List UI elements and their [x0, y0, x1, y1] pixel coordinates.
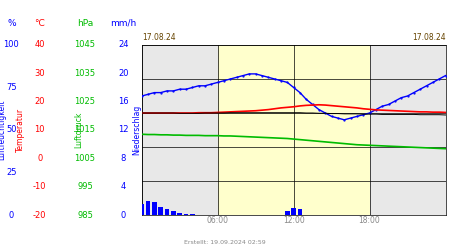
Text: Erstellt: 19.09.2024 02:59: Erstellt: 19.09.2024 02:59 [184, 240, 266, 245]
Text: -10: -10 [33, 182, 46, 191]
Text: 0: 0 [37, 154, 42, 163]
Text: 30: 30 [34, 69, 45, 78]
Bar [140, 204, 144, 215]
Text: 985: 985 [77, 210, 93, 220]
Text: 20: 20 [118, 69, 129, 78]
Bar [297, 209, 302, 215]
Text: 100: 100 [4, 40, 19, 50]
Bar [190, 214, 195, 215]
Bar [165, 209, 170, 215]
Text: 995: 995 [77, 182, 93, 191]
Bar [369, 45, 446, 215]
Text: Luftfeuchtigkeit: Luftfeuchtigkeit [0, 100, 7, 160]
Bar [184, 214, 189, 215]
Text: 12: 12 [118, 126, 129, 134]
Bar [158, 206, 163, 215]
Bar [152, 202, 157, 215]
Text: 50: 50 [6, 126, 17, 134]
Text: 0: 0 [121, 210, 126, 220]
Bar [171, 212, 176, 215]
Text: 1025: 1025 [75, 97, 95, 106]
Text: 1005: 1005 [75, 154, 95, 163]
Text: Luftdruck: Luftdruck [74, 112, 83, 148]
Bar [291, 208, 296, 215]
Bar [142, 45, 218, 215]
Text: Niederschlag: Niederschlag [133, 105, 142, 155]
Text: 17.08.24: 17.08.24 [412, 32, 446, 42]
Text: 24: 24 [118, 40, 129, 50]
Text: 25: 25 [6, 168, 17, 177]
Text: 17.08.24: 17.08.24 [142, 32, 176, 42]
Bar [218, 45, 369, 215]
Bar [285, 212, 290, 215]
Text: 1035: 1035 [75, 69, 95, 78]
Text: -20: -20 [33, 210, 46, 220]
Text: 0: 0 [9, 210, 14, 220]
Text: 40: 40 [35, 40, 45, 50]
Text: %: % [7, 19, 16, 28]
Text: 75: 75 [6, 83, 17, 92]
Text: Temperatur: Temperatur [16, 108, 25, 152]
Bar [146, 201, 150, 215]
Bar [177, 213, 182, 215]
Text: °C: °C [34, 19, 45, 28]
Text: 8: 8 [121, 154, 126, 163]
Text: 16: 16 [118, 97, 129, 106]
Text: mm/h: mm/h [110, 19, 136, 28]
Text: 1015: 1015 [75, 126, 95, 134]
Text: 1045: 1045 [75, 40, 95, 50]
Text: 10: 10 [35, 126, 45, 134]
Text: hPa: hPa [77, 19, 93, 28]
Text: 4: 4 [121, 182, 126, 191]
Text: 20: 20 [35, 97, 45, 106]
